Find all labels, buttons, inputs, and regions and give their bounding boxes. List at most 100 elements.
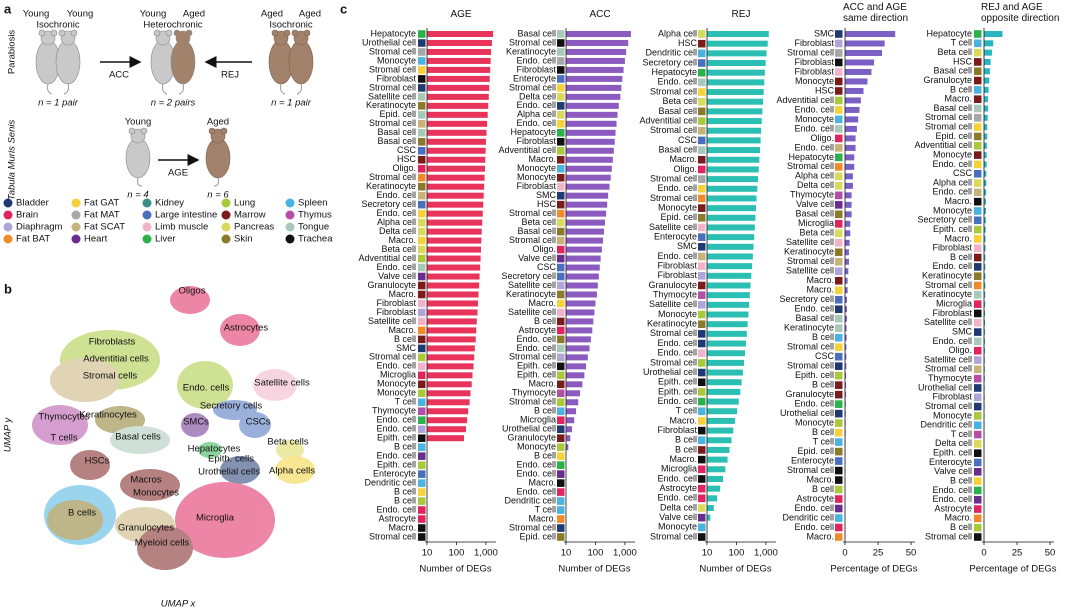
category-label: Fibroblast — [376, 73, 416, 83]
category-label: Stromal cell — [650, 125, 697, 135]
bar — [707, 156, 760, 163]
category-label: Fibroblast — [376, 298, 416, 308]
legend-swatch — [71, 210, 81, 220]
category-label: Adventitial cell — [639, 115, 697, 125]
category-label: HSC — [678, 38, 698, 48]
category-label: Endo. cell — [516, 486, 556, 496]
bar — [566, 264, 600, 271]
tissue-swatch — [974, 533, 982, 541]
category-label: Stromal cell — [369, 352, 416, 362]
arrow-label: AGE — [168, 168, 188, 179]
bar — [427, 372, 473, 379]
group-kind: Isochronic — [269, 20, 313, 31]
category-label: Endo. cell — [516, 118, 556, 128]
category-label: Hepatocyte — [788, 152, 834, 162]
tissue-swatch — [835, 68, 843, 76]
tissue-swatch — [835, 39, 843, 48]
bar — [427, 273, 480, 280]
legend-swatch — [285, 198, 295, 208]
category-label: Monocyte — [517, 172, 556, 182]
bar — [566, 111, 618, 118]
group-n: n = 1 pair — [271, 98, 312, 109]
tissue-swatch — [835, 144, 843, 152]
category-label: Fibroblast — [516, 181, 556, 191]
bar — [566, 228, 605, 235]
bar — [566, 381, 583, 388]
bar — [566, 84, 622, 91]
tissue-swatch — [698, 165, 706, 174]
bar — [427, 237, 482, 244]
category-label: Microglia — [798, 218, 834, 228]
cluster-label: Basal cells — [115, 432, 161, 443]
bar — [845, 192, 852, 199]
tissue-swatch — [418, 416, 426, 425]
tissue-swatch — [418, 129, 426, 137]
category-label: Macro. — [388, 522, 416, 532]
category-label: Endo. cell — [376, 361, 416, 371]
tissue-swatch — [974, 309, 982, 318]
category-label: Urothelial cell — [502, 424, 556, 434]
bar — [707, 31, 769, 37]
bar — [427, 31, 494, 37]
tissue-swatch — [974, 151, 982, 159]
tissue-swatch — [835, 238, 843, 247]
category-label: Stromal cell — [369, 82, 416, 92]
category-label: Beta cell — [937, 47, 972, 57]
category-label: Stromal cell — [925, 364, 972, 374]
category-label: Macro. — [388, 289, 416, 299]
tissue-swatch — [974, 356, 982, 364]
category-label: Dendritic cell — [645, 48, 697, 58]
bar — [707, 466, 726, 473]
x-tick-label: 10 — [561, 548, 572, 559]
tissue-swatch — [557, 66, 565, 74]
legend-label: Bladder — [16, 198, 49, 209]
tissue-swatch — [418, 281, 426, 290]
tissue-swatch — [835, 457, 843, 465]
tissue-swatch — [698, 475, 706, 483]
tissue-swatch — [974, 318, 982, 327]
tissue-swatch — [698, 320, 706, 328]
category-label: Epid. cell — [935, 131, 972, 141]
tissue-swatch — [698, 281, 706, 290]
category-label: Alpha cell — [517, 109, 556, 119]
bar — [427, 174, 485, 181]
tissue-swatch — [557, 533, 565, 541]
bar — [984, 301, 986, 308]
bar — [707, 195, 757, 202]
category-label: Stromal cell — [509, 522, 556, 532]
category-label: Valve cell — [659, 512, 697, 522]
cluster-label: Urothelial cells — [198, 467, 260, 478]
bar — [707, 69, 765, 76]
category-label: Monocyte — [377, 379, 416, 389]
tissue-swatch — [974, 30, 982, 38]
chart-title: AGE — [450, 9, 472, 20]
bar — [427, 219, 483, 226]
tissue-swatch — [557, 479, 565, 487]
tissue-swatch — [418, 425, 426, 434]
category-label: Keratinocyte — [647, 319, 697, 329]
category-label: Secretory cell — [361, 199, 416, 209]
bar — [845, 163, 855, 170]
bar — [566, 120, 617, 127]
tissue-swatch — [557, 398, 565, 407]
tissue-swatch — [835, 77, 843, 86]
tissue-swatch — [418, 164, 426, 173]
category-label: Astrocyte — [659, 483, 697, 493]
mouse-age: Aged — [299, 9, 321, 20]
category-label: Stromal cell — [650, 86, 697, 96]
tissue-swatch — [557, 129, 565, 137]
category-label: Hepatocyte — [370, 28, 416, 38]
tissue-swatch — [418, 479, 426, 487]
bar — [707, 495, 718, 502]
cluster-label: SMCs — [183, 417, 209, 428]
category-label: B cell — [812, 427, 834, 437]
category-label: T cell — [951, 38, 972, 48]
bar — [566, 210, 607, 217]
tissue-swatch — [974, 76, 982, 85]
category-label: Endo. cell — [794, 503, 834, 513]
category-label: B cell — [675, 435, 697, 445]
x-tick-label: 50 — [906, 548, 917, 559]
category-label: Keratinocyte — [784, 247, 834, 257]
bar — [707, 272, 752, 279]
bar — [707, 127, 762, 134]
